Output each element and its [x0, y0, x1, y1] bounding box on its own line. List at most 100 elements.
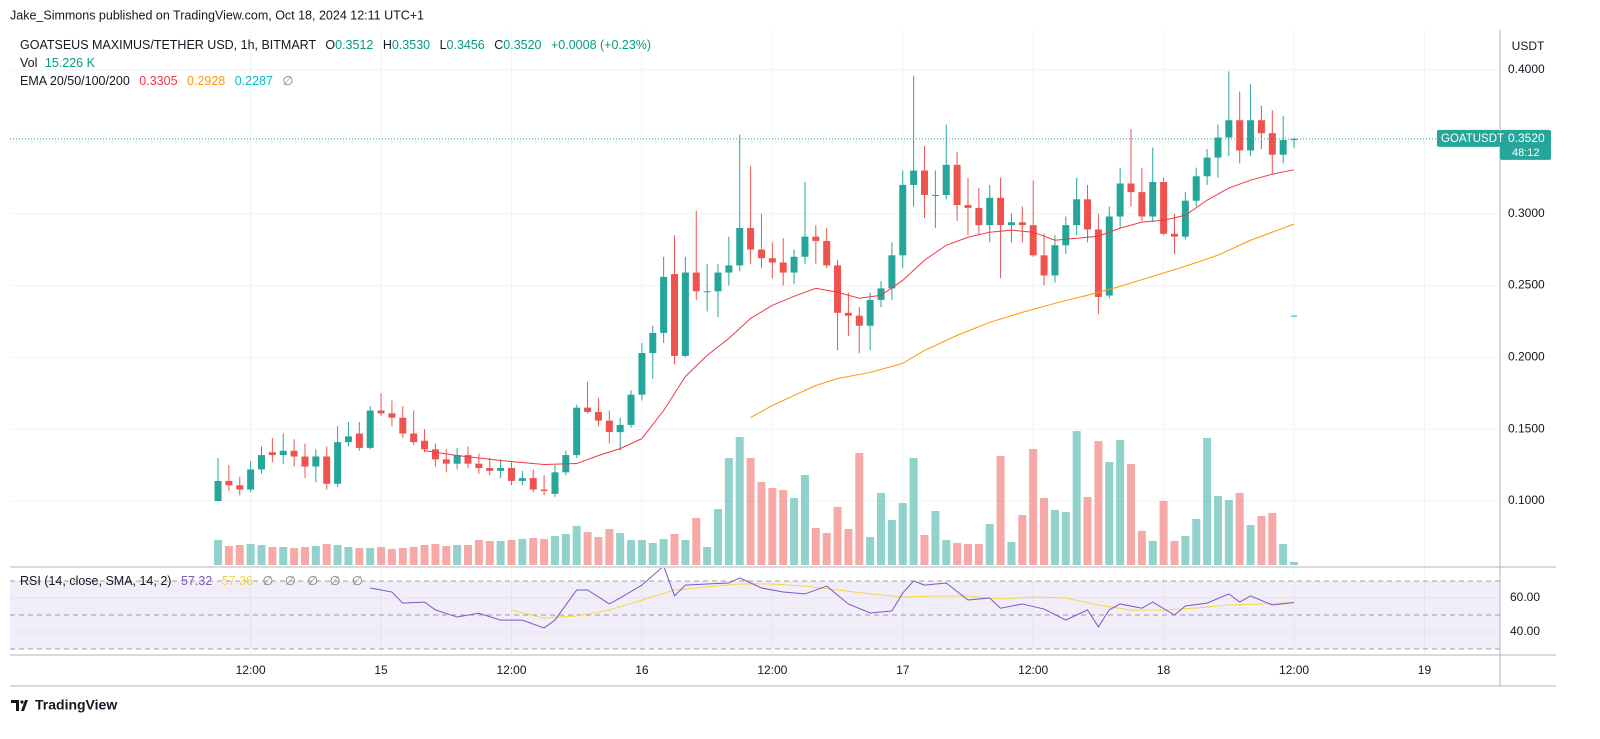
candle-body	[584, 407, 592, 412]
ema-line	[424, 169, 1295, 466]
candle-body	[910, 170, 918, 185]
candle-body	[290, 450, 298, 457]
candle-body	[714, 272, 722, 292]
candle-body	[1018, 222, 1026, 226]
candle-body	[790, 256, 798, 273]
candle-body	[725, 265, 733, 273]
volume-bar	[420, 545, 429, 565]
candle-body	[975, 207, 983, 226]
candle-body	[355, 433, 363, 448]
candle-body	[888, 255, 896, 289]
price-box	[1500, 129, 1551, 160]
volume-bar	[692, 518, 701, 565]
volume-bar	[963, 544, 972, 565]
volume-bar	[833, 507, 842, 565]
volume-bar	[844, 529, 853, 565]
x-tick-label: 12:00	[757, 663, 787, 677]
volume-value: 15.226 K	[45, 56, 96, 70]
volume-bar	[811, 528, 820, 565]
volume-bar	[279, 547, 288, 565]
volume-bar	[790, 498, 799, 565]
volume-bar	[1127, 464, 1136, 565]
y-tick-label: 0.1500	[1508, 421, 1545, 435]
candle-body	[605, 420, 613, 433]
volume-bar	[572, 526, 581, 565]
volume-bar	[1159, 501, 1168, 565]
volume-bar	[648, 543, 657, 565]
volume-title: Vol	[20, 56, 37, 70]
price-tag: GOATUSDT 0.3520 48:12	[1437, 129, 1551, 160]
candle-body	[551, 472, 559, 494]
candle-body	[540, 489, 548, 491]
candle-body	[323, 456, 331, 484]
volume-bar	[637, 540, 646, 565]
currency: USDT	[1512, 39, 1545, 53]
volume-bar	[300, 547, 309, 565]
volume-bar	[1083, 497, 1092, 565]
volume-bar	[550, 536, 559, 565]
candle-body	[920, 170, 928, 195]
candle-body	[529, 478, 537, 490]
rsi-null: ∅	[262, 574, 273, 588]
candle-body	[388, 413, 396, 418]
volume-bar	[1224, 500, 1233, 565]
ema-value: 0.2287	[235, 74, 273, 88]
ticker-box	[1437, 129, 1500, 147]
rsi-sma-line	[511, 583, 1295, 619]
candle-body	[1127, 183, 1135, 193]
volume-bar	[1094, 441, 1103, 565]
volume-bar	[366, 548, 375, 565]
volume-bar	[996, 456, 1005, 565]
last-price: 0.3520	[1508, 131, 1545, 145]
volume-bar	[855, 453, 864, 565]
y-tick-label: 0.4000	[1508, 62, 1545, 76]
candle-body	[855, 315, 863, 326]
legend-rsi: RSI (14, close, SMA, 14, 2) 57.32 57.36 …	[20, 574, 363, 588]
candle-body	[997, 197, 1005, 226]
candle-body	[464, 455, 472, 464]
candle-body	[801, 236, 809, 257]
candle-body	[312, 456, 320, 467]
volume-bar	[507, 540, 516, 565]
volume-bar	[887, 520, 896, 565]
candle-body	[1062, 225, 1070, 246]
candle-body	[1279, 140, 1287, 155]
volume-bar	[1181, 536, 1190, 565]
volume-bar	[1105, 462, 1114, 565]
candle-body	[366, 410, 374, 448]
volume-bar	[724, 458, 733, 565]
candle-body	[431, 449, 439, 460]
ohlc-key: H	[383, 38, 392, 52]
candle-body	[1149, 182, 1157, 217]
y-tick-label: 0.1000	[1508, 493, 1545, 507]
candle-body	[421, 440, 429, 450]
ohlc-key: L	[440, 38, 447, 52]
candle-body	[747, 228, 755, 250]
rsi-null: ∅	[307, 574, 318, 588]
candle-body	[1160, 182, 1168, 234]
candle-body	[1105, 216, 1113, 296]
volume-bar	[442, 546, 451, 565]
volume-bar	[1072, 431, 1081, 565]
candle-body	[507, 468, 515, 481]
volume-bar	[681, 540, 690, 565]
candle-body	[616, 424, 624, 433]
volume-bar	[605, 529, 614, 565]
y-tick-label: 0.2500	[1508, 278, 1545, 292]
volume-bar	[431, 544, 440, 565]
candle-body	[899, 184, 907, 256]
x-tick-label: 18	[1157, 663, 1171, 677]
volume-bar	[1268, 513, 1277, 565]
volume-bar	[224, 546, 233, 565]
candle-body	[1051, 245, 1059, 276]
candle-body	[1181, 200, 1189, 237]
volume-bar	[822, 533, 831, 565]
logo: TradingView	[11, 697, 117, 713]
publisher: Jake_Simmons published on TradingView.co…	[10, 8, 424, 22]
rsi	[370, 568, 1295, 629]
volume-bar	[953, 543, 962, 565]
candle-body	[1116, 183, 1124, 217]
volume-bar	[594, 537, 603, 565]
rsi-line	[370, 568, 1295, 629]
